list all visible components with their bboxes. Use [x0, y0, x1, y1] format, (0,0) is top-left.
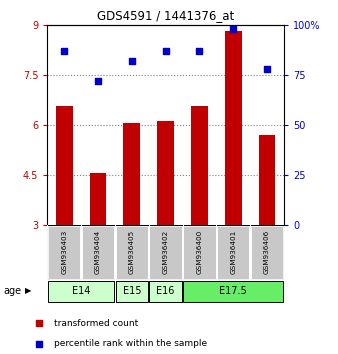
Text: percentile rank within the sample: percentile rank within the sample [54, 339, 207, 348]
Bar [191, 107, 208, 225]
Point [231, 26, 236, 32]
Bar [90, 173, 106, 225]
Text: GSM936406: GSM936406 [264, 230, 270, 274]
Point [163, 48, 168, 53]
Text: GSM936405: GSM936405 [129, 230, 135, 274]
Point [264, 66, 270, 72]
Bar [116, 226, 148, 279]
Text: ▶: ▶ [25, 286, 32, 296]
Text: E14: E14 [72, 286, 90, 296]
Bar [123, 123, 140, 225]
Text: GSM936404: GSM936404 [95, 230, 101, 274]
Text: GSM936402: GSM936402 [163, 230, 169, 274]
Bar [149, 226, 182, 279]
Text: E17.5: E17.5 [219, 286, 247, 296]
Bar [259, 135, 275, 225]
Bar [183, 281, 283, 302]
Bar [56, 107, 73, 225]
Bar [225, 32, 242, 225]
Title: GDS4591 / 1441376_at: GDS4591 / 1441376_at [97, 9, 234, 22]
Point [36, 341, 42, 347]
Bar [251, 226, 283, 279]
Point [95, 78, 101, 84]
Bar [157, 121, 174, 225]
Text: GSM936401: GSM936401 [230, 230, 236, 274]
Bar [82, 226, 114, 279]
Bar [48, 281, 114, 302]
Text: GSM936400: GSM936400 [196, 230, 202, 274]
Bar [149, 281, 182, 302]
Bar [217, 226, 249, 279]
Text: E15: E15 [123, 286, 141, 296]
Bar [183, 226, 216, 279]
Bar [116, 281, 148, 302]
Text: transformed count: transformed count [54, 319, 138, 327]
Point [62, 48, 67, 53]
Point [129, 58, 135, 64]
Text: E16: E16 [156, 286, 175, 296]
Point [197, 48, 202, 53]
Text: GSM936403: GSM936403 [61, 230, 67, 274]
Text: age: age [3, 286, 22, 296]
Point [36, 320, 42, 326]
Bar [48, 226, 80, 279]
